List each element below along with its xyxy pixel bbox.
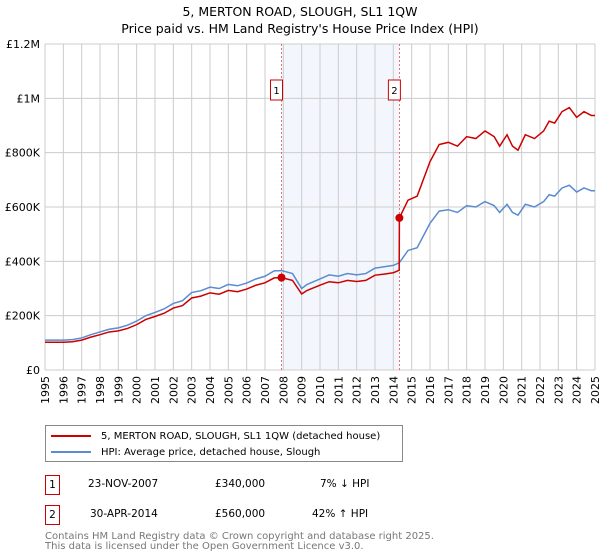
- transaction-hpi: 7% ↓ HPI: [320, 478, 370, 490]
- x-tick-label: 1996: [57, 376, 70, 404]
- sale-marker-label: 1: [273, 86, 279, 97]
- legend-item-hpi: HPI: Average price, detached house, Slou…: [51, 445, 320, 459]
- x-tick-label: 2018: [461, 376, 474, 404]
- x-tick-label: 2002: [167, 376, 180, 404]
- x-tick-label: 2001: [149, 376, 162, 404]
- transaction-row: 2 30-APR-2014 £560,000 42% ↑ HPI: [45, 505, 445, 525]
- red-line-swatch: [51, 435, 91, 437]
- transaction-date: 30-APR-2014: [90, 508, 158, 520]
- footer-copyright: Contains HM Land Registry data © Crown c…: [45, 531, 434, 542]
- x-tick-label: 2009: [296, 376, 309, 404]
- price-chart: 1995 1996 1997 1998 1999 2000 2001 2002 2003 2004…: [5, 38, 600, 404]
- legend: 5, MERTON ROAD, SLOUGH, SL1 1QW (detache…: [45, 425, 403, 462]
- marker-badge: 1: [45, 475, 60, 495]
- sale-marker-box: [270, 79, 283, 101]
- y-tick-label: £600K: [5, 201, 41, 214]
- x-tick-label: 2004: [204, 376, 217, 404]
- legend-item-property: 5, MERTON ROAD, SLOUGH, SL1 1QW (detache…: [51, 429, 380, 443]
- property-series-line: [45, 106, 595, 344]
- transaction-date: 23-NOV-2007: [88, 478, 159, 490]
- marker-badge: 2: [45, 505, 60, 525]
- x-tick-label: 2010: [314, 376, 327, 404]
- x-tick-label: 2000: [131, 376, 144, 404]
- chart-subtitle: Price paid vs. HM Land Registry's House …: [121, 21, 479, 36]
- x-tick-label: 2022: [534, 376, 547, 404]
- x-tick-label: 1997: [76, 376, 89, 404]
- x-tick-label: 2008: [277, 376, 290, 404]
- y-tick-label: £200K: [5, 310, 41, 323]
- x-tick-label: 2015: [406, 376, 419, 404]
- footer-licence: This data is licensed under the Open Gov…: [45, 541, 364, 552]
- y-tick-label: £1M: [17, 92, 41, 105]
- y-tick-label: £1.2M: [6, 38, 40, 51]
- x-tick-label: 2006: [241, 376, 254, 404]
- sale-marker-label: 2: [391, 86, 397, 97]
- chart-title: 5, MERTON ROAD, SLOUGH, SL1 1QW: [182, 4, 418, 19]
- x-tick-label: 2013: [369, 376, 382, 404]
- sale-point: [277, 273, 286, 282]
- transaction-row: 1 23-NOV-2007 £340,000 7% ↓ HPI: [45, 475, 445, 495]
- x-tick-label: 2025: [589, 376, 600, 404]
- x-tick-label: 1995: [39, 376, 52, 404]
- blue-line-swatch: [51, 451, 91, 453]
- transaction-hpi: 42% ↑ HPI: [312, 508, 369, 520]
- transaction-price: £340,000: [215, 478, 266, 490]
- y-tick-label: £800K: [5, 147, 41, 160]
- x-tick-label: 2011: [332, 376, 345, 404]
- x-tick-label: 2023: [552, 376, 565, 404]
- x-tick-label: 2007: [259, 376, 272, 404]
- hpi-series-line: [45, 184, 595, 341]
- legend-label: HPI: Average price, detached house, Slou…: [101, 446, 321, 458]
- legend-label: 5, MERTON ROAD, SLOUGH, SL1 1QW (detache…: [101, 430, 381, 442]
- x-tick-label: 1999: [112, 376, 125, 404]
- sale-marker-box: [387, 79, 401, 101]
- x-tick-label: 2024: [571, 376, 584, 404]
- x-tick-label: 1998: [94, 376, 107, 404]
- x-tick-label: 2005: [222, 376, 235, 404]
- sale-point: [395, 213, 404, 222]
- x-tick-label: 2016: [424, 376, 437, 404]
- x-tick-label: 2019: [479, 376, 492, 404]
- x-tick-label: 2003: [186, 376, 199, 404]
- footer: Contains HM Land Registry data © Crown c…: [45, 532, 434, 552]
- transaction-price: £560,000: [215, 508, 266, 520]
- x-tick-label: 2012: [351, 376, 364, 404]
- x-tick-label: 2021: [516, 376, 529, 404]
- y-tick-label: £0: [26, 364, 40, 377]
- y-tick-label: £400K: [5, 255, 41, 268]
- x-tick-label: 2017: [442, 376, 455, 404]
- x-tick-label: 2020: [497, 376, 510, 404]
- x-tick-label: 2014: [387, 376, 400, 404]
